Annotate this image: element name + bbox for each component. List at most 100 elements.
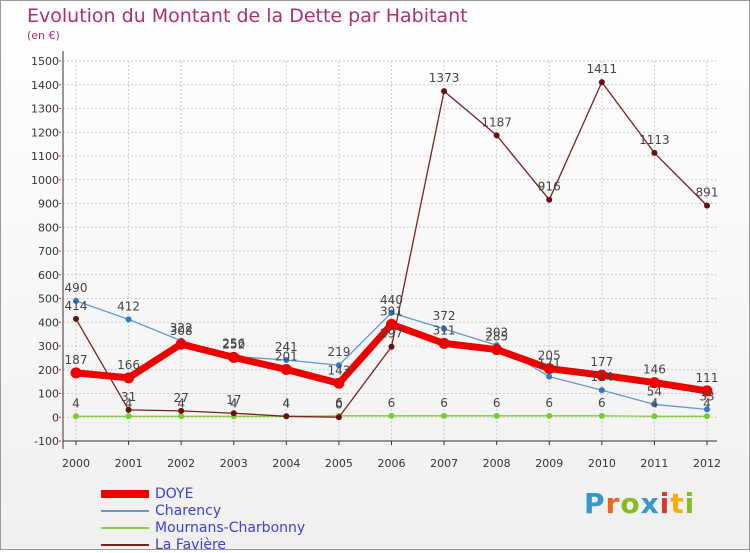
logo-letter: i	[685, 487, 696, 520]
legend-item: Mournans-Charbonny	[101, 519, 305, 536]
data-point-mournans-charbonny	[704, 413, 710, 419]
chart-subtitle: (en €)	[27, 29, 60, 42]
data-point-la-favi-re	[494, 132, 500, 138]
y-tick-label: 1200	[31, 126, 59, 139]
y-tick-label: 400	[38, 316, 59, 329]
data-label-la-favi-re: 916	[538, 180, 561, 194]
logo-letter: i	[660, 487, 671, 520]
data-label-la-favi-re: 31	[121, 390, 136, 404]
legend-label: La Favière	[155, 537, 226, 553]
data-label-la-favi-re: 17	[226, 393, 241, 407]
data-label-la-favi-re: 1113	[639, 133, 670, 147]
data-point-la-favi-re	[599, 79, 605, 85]
data-point-la-favi-re	[336, 414, 342, 420]
data-point-la-favi-re	[389, 344, 395, 350]
data-label-mournans-charbonny: 6	[598, 396, 606, 410]
y-tick-label: 700	[38, 245, 59, 258]
x-tick-label: 2011	[640, 457, 668, 470]
y-tick-label: 0	[52, 411, 59, 424]
data-label-la-favi-re: 27	[174, 391, 189, 405]
data-label-la-favi-re: 1187	[481, 115, 512, 129]
data-point-doye	[491, 344, 502, 355]
data-label-mournans-charbonny: 4	[72, 396, 80, 410]
data-label-charency: 303	[485, 325, 508, 339]
x-tick-label: 2005	[325, 457, 353, 470]
y-tick-label: 100	[38, 388, 59, 401]
x-tick-label: 2008	[483, 457, 511, 470]
y-tick-label: 1400	[31, 79, 59, 92]
x-tick-label: 2004	[272, 457, 300, 470]
x-tick-label: 2012	[693, 457, 721, 470]
data-label-mournans-charbonny: 6	[493, 396, 501, 410]
data-label-charency: 219	[327, 345, 350, 359]
data-label-charency: 256	[222, 336, 245, 350]
data-point-mournans-charbonny	[73, 413, 79, 419]
data-point-mournans-charbonny	[651, 413, 657, 419]
data-point-doye	[123, 372, 134, 383]
logo-letter: o	[620, 487, 640, 520]
data-label-charency: 322	[170, 321, 193, 335]
data-label-charency: 440	[380, 293, 403, 307]
data-label-la-favi-re: 414	[65, 299, 88, 313]
logo-letter: P	[584, 487, 606, 520]
x-tick-label: 2009	[535, 457, 563, 470]
data-label-charency: 372	[433, 309, 456, 323]
data-point-la-favi-re	[546, 197, 552, 203]
y-tick-label: 300	[38, 340, 59, 353]
data-point-mournans-charbonny	[546, 413, 552, 419]
y-tick-label: 1500	[31, 55, 59, 68]
data-point-charency	[126, 316, 132, 322]
data-label-doye: 111	[696, 371, 719, 385]
y-tick-label: 200	[38, 364, 59, 377]
y-tick-label: 1100	[31, 150, 59, 163]
data-label-mournans-charbonny: 6	[545, 396, 553, 410]
data-point-doye	[176, 339, 187, 350]
y-tick-label: 500	[38, 293, 59, 306]
data-label-la-favi-re: 0	[335, 397, 343, 411]
data-label-mournans-charbonny: 6	[388, 396, 396, 410]
data-point-la-favi-re	[651, 150, 657, 156]
data-point-la-favi-re	[441, 88, 447, 94]
data-label-doye: 311	[433, 323, 456, 337]
y-tick-label: 800	[38, 221, 59, 234]
legend-swatch	[101, 527, 149, 529]
data-point-mournans-charbonny	[389, 413, 395, 419]
y-tick-label: -100	[34, 435, 59, 448]
data-point-doye	[439, 338, 450, 349]
data-label-doye: 146	[643, 363, 666, 377]
data-label-la-favi-re: 1373	[429, 71, 460, 85]
data-point-la-favi-re	[231, 410, 237, 416]
data-point-doye	[281, 364, 292, 375]
logo-letter: r	[606, 487, 621, 520]
data-point-doye	[333, 378, 344, 389]
data-label-charency: 114	[590, 370, 613, 384]
legend-swatch	[101, 490, 149, 498]
legend-swatch	[101, 510, 149, 512]
data-point-mournans-charbonny	[599, 413, 605, 419]
data-point-mournans-charbonny	[178, 413, 184, 419]
x-tick-label: 2001	[115, 457, 143, 470]
chart-title: Evolution du Montant de la Dette par Hab…	[27, 5, 468, 27]
data-point-mournans-charbonny	[441, 413, 447, 419]
y-tick-label: 600	[38, 269, 59, 282]
x-tick-label: 2003	[220, 457, 248, 470]
data-point-charency	[546, 374, 552, 380]
data-label-la-favi-re: 4	[283, 396, 291, 410]
legend-label: Mournans-Charbonny	[155, 520, 305, 536]
data-label-mournans-charbonny: 4	[703, 396, 711, 410]
legend-item: La Favière	[101, 536, 305, 553]
data-label-doye: 177	[590, 355, 613, 369]
data-point-la-favi-re	[704, 203, 710, 209]
data-label-mournans-charbonny: 4	[651, 396, 659, 410]
data-label-charency: 171	[538, 357, 561, 371]
data-point-la-favi-re	[283, 413, 289, 419]
data-label-mournans-charbonny: 6	[440, 396, 448, 410]
data-label-doye: 143	[327, 363, 350, 377]
x-tick-label: 2007	[430, 457, 458, 470]
data-label-charency: 412	[117, 299, 140, 313]
data-point-charency	[599, 387, 605, 393]
data-label-la-favi-re: 891	[696, 186, 719, 200]
